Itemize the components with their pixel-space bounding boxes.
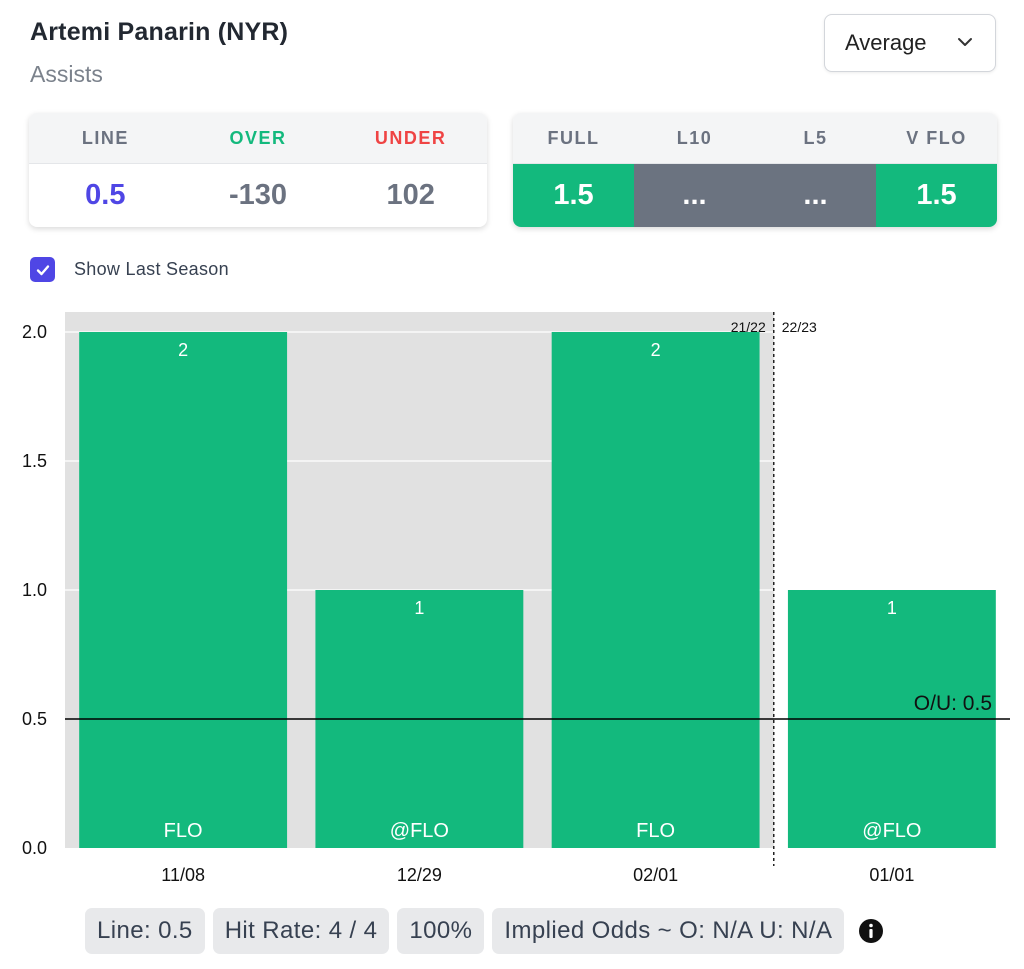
aggregation-select-value: Average <box>845 30 927 55</box>
split-header-l10[interactable]: L10 <box>676 127 713 148</box>
show-last-season-label: Show Last Season <box>74 259 229 279</box>
player-name: Artemi Panarin (NYR) <box>30 18 289 46</box>
x-tick-label: 12/29 <box>397 865 442 885</box>
footer-hit-rate-pill: Hit Rate: 4 / 4 <box>212 908 390 954</box>
line-value: 0.5 <box>85 179 126 211</box>
line-header: LINE <box>81 127 129 148</box>
y-tick-label: 1.5 <box>22 451 47 471</box>
x-tick-label: 11/08 <box>161 865 205 885</box>
assists-bar-chart: 2 FLO 1 @FLO 2 FLO 1 @FLO 11/08 12/29 02/01 01/01 0… <box>22 312 1010 885</box>
y-tick-label: 0.0 <box>22 838 47 858</box>
over-value: -130 <box>228 179 288 211</box>
y-tick-label: 1.0 <box>22 580 47 600</box>
chevron-down-icon <box>958 38 972 46</box>
info-icon[interactable] <box>858 918 884 944</box>
bar-opponent-label: @FLO <box>390 820 449 842</box>
split-header-vs-opponent[interactable]: V FLO <box>906 127 967 148</box>
stat-name: Assists <box>30 61 103 87</box>
bar-value-label: 1 <box>887 598 897 618</box>
bar-opponent-label: FLO <box>164 820 203 842</box>
footer-percent-pill: 100% <box>397 908 485 954</box>
season-label-previous: 21/22 <box>731 319 766 335</box>
split-header-l5[interactable]: L5 <box>803 127 828 148</box>
split-value-vs-opponent[interactable]: 1.5 <box>876 164 997 227</box>
header: Artemi Panarin (NYR) Assists <box>30 18 288 88</box>
footer-line-pill: Line: 0.5 <box>85 908 205 954</box>
bar-1 <box>79 332 288 848</box>
split-value-l5[interactable]: ... <box>755 164 876 227</box>
over-under-label: O/U: 0.5 <box>914 692 992 715</box>
y-tick-label: 2.0 <box>22 322 47 342</box>
footer-stats: Line: 0.5 Hit Rate: 4 / 4 100% Implied O… <box>85 908 884 954</box>
over-header: OVER <box>229 127 287 148</box>
checkmark-icon <box>36 264 49 275</box>
bar-value-label: 1 <box>414 598 424 618</box>
bar-opponent-label: FLO <box>636 820 675 842</box>
bar-value-label: 2 <box>651 340 661 360</box>
bar-value-label: 2 <box>178 340 188 360</box>
split-value-full[interactable]: 1.5 <box>513 164 634 227</box>
show-last-season-checkbox[interactable] <box>30 257 55 282</box>
under-value: 102 <box>386 179 435 211</box>
bar-3 <box>551 332 760 848</box>
x-tick-label: 02/01 <box>633 865 678 885</box>
aggregation-select[interactable]: Average <box>824 14 996 72</box>
show-last-season-toggle[interactable]: Show Last Season <box>30 257 229 282</box>
x-tick-label: 01/01 <box>869 865 914 885</box>
season-label-current: 22/23 <box>782 319 817 335</box>
under-header: UNDER <box>374 127 447 148</box>
split-value-l10[interactable]: ... <box>634 164 755 227</box>
footer-implied-odds-pill: Implied Odds ~ O: N/A U: N/A <box>492 908 845 954</box>
y-tick-label: 0.5 <box>22 709 47 729</box>
odds-card: LINE OVER UNDER 0.5 -130 102 <box>29 113 487 227</box>
splits-card: FULL L10 L5 V FLO 1.5 ... ... 1.5 <box>513 113 997 227</box>
bar-opponent-label: @FLO <box>862 820 921 842</box>
split-header-full[interactable]: FULL <box>547 127 600 148</box>
